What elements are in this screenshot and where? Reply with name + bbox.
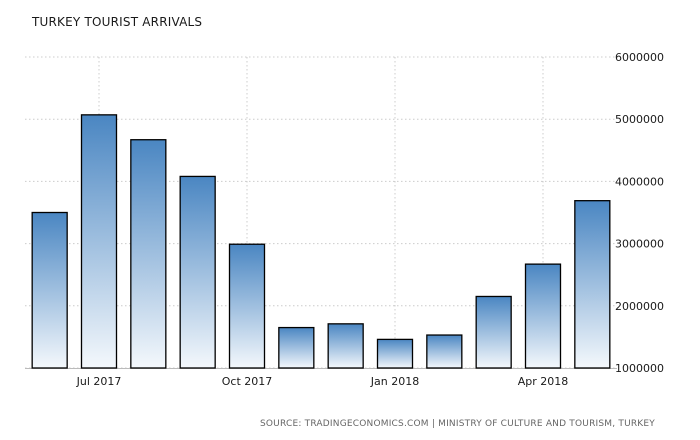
y-axis-ticks: 1000000 2000000 3000000 4000000 5000000 60000… <box>615 51 664 375</box>
x-tick-label: Apr 2018 <box>518 375 569 388</box>
grid <box>25 56 617 369</box>
bar-2018-04 <box>524 263 562 369</box>
bars <box>31 114 611 369</box>
x-tick-label: Jul 2017 <box>76 375 122 388</box>
y-tick-label: 3000000 <box>615 238 664 251</box>
x-tick-label: Oct 2017 <box>222 375 273 388</box>
x-axis-ticks: Jul 2017 Oct 2017 Jan 2018 Apr 2018 <box>76 375 569 388</box>
bar-2017-06 <box>31 211 68 369</box>
bar-2018-02 <box>426 334 463 369</box>
bar-2017-09 <box>179 175 216 369</box>
source-note: SOURCE: TRADINGECONOMICS.COM | MINISTRY … <box>260 419 655 429</box>
bar-2017-07 <box>80 114 118 369</box>
chart-title: TURKEY TOURIST ARRIVALS <box>31 15 202 29</box>
y-tick-label: 6000000 <box>615 51 664 64</box>
y-tick-label: 1000000 <box>615 362 664 375</box>
bar-2017-11 <box>278 326 315 369</box>
bar-2018-01 <box>376 338 414 369</box>
y-tick-label: 4000000 <box>615 175 664 188</box>
bar-2017-12 <box>327 323 364 369</box>
bar-2017-08 <box>130 139 167 369</box>
y-tick-label: 2000000 <box>615 300 664 313</box>
bar-2018-05 <box>574 200 611 369</box>
x-tick-label: Jan 2018 <box>370 375 419 388</box>
bar-2017-10 <box>228 243 266 369</box>
y-tick-label: 5000000 <box>615 113 664 126</box>
bar-2018-03 <box>475 295 512 369</box>
